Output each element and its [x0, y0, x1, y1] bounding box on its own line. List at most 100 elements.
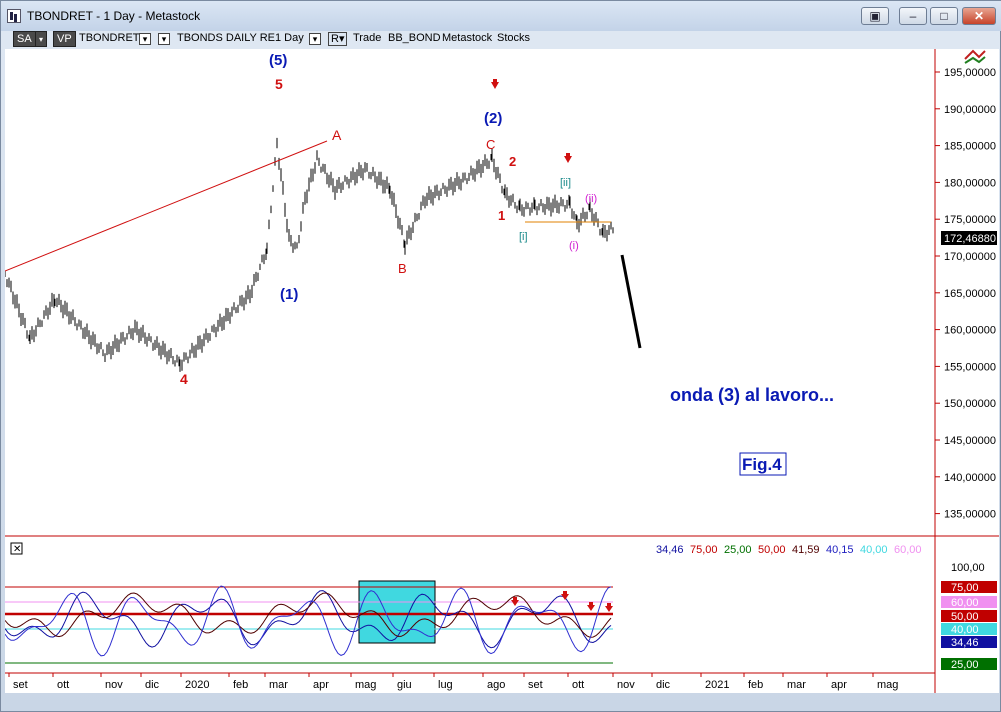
indicator-values: 34,46 75,00 25,00 50,00 41,59 40,15 40,00 60,00	[656, 544, 922, 556]
price-axis-label: 145,00000	[944, 435, 996, 447]
symbol-label[interactable]: TBONDRET	[79, 32, 140, 44]
time-axis-label: mar	[787, 679, 806, 691]
ind-tag-75	[941, 581, 997, 593]
ind-axis-100: 100,00	[951, 562, 985, 574]
price-axis-label: 175,00000	[944, 214, 996, 226]
time-axis: set ott nov dic 2020 feb mar apr mag giu lug ago set…	[8, 673, 898, 691]
time-axis-label: apr	[313, 679, 329, 691]
maximize-button[interactable]: □	[930, 7, 958, 25]
ind-tag-60	[941, 596, 997, 608]
chart-canvas[interactable]: 195,00000190,00000185,00000180,00000175,…	[5, 49, 999, 693]
time-axis-label: 2020	[185, 679, 209, 691]
down-arrow-icon	[587, 602, 595, 611]
ind-axis-60: 60,00	[951, 597, 979, 609]
time-axis-label: mag	[877, 679, 898, 691]
trade-label[interactable]: Trade	[353, 32, 382, 44]
indicator-value: 41,59	[792, 544, 820, 556]
price-axis-label: 150,00000	[944, 398, 996, 410]
time-axis-label: dic	[145, 679, 160, 691]
indicator-value: 50,00	[758, 544, 786, 556]
security-dropdown-icon[interactable]: ▾	[158, 33, 170, 45]
metastock-label[interactable]: Metastock	[442, 32, 493, 44]
time-axis-label: nov	[105, 679, 123, 691]
time-axis-label: 2021	[705, 679, 729, 691]
restore-extra-button[interactable]: ▣	[861, 7, 889, 25]
time-axis-label: set	[13, 679, 28, 691]
trendline-a	[5, 140, 328, 272]
wave-label-c: C	[486, 137, 495, 152]
ind-tag-34	[941, 636, 997, 648]
time-axis-label: lug	[438, 679, 453, 691]
wave-label-i-teal: [i]	[519, 231, 528, 243]
wave-label-ii-pink: (ii)	[585, 193, 597, 205]
wave-label-2-blue: (2)	[484, 110, 502, 127]
symbol-dropdown-icon[interactable]: ▾	[139, 33, 151, 45]
ind-axis-25: 25,00	[951, 659, 979, 671]
chart-app-icon	[7, 9, 21, 23]
indicator-close-box[interactable]	[10, 542, 23, 555]
wave-label-ii-teal: [ii]	[560, 177, 571, 189]
indicator-value: 75,00	[690, 544, 718, 556]
ind-axis-34: 34,46	[951, 637, 979, 649]
wave-label-2-red: 2	[509, 154, 516, 169]
wave-label-1-red: 1	[498, 208, 505, 223]
chart-area[interactable]: 195,00000 190,00000 185,00000 180,00000 175,…	[5, 49, 999, 693]
sa-dropdown-icon[interactable]: ▾	[35, 31, 47, 47]
ind-tag-40	[941, 623, 997, 635]
time-axis-label: ago	[487, 679, 505, 691]
r-button[interactable]: R▾	[328, 32, 348, 46]
expert-label[interactable]: BB_BOND	[388, 32, 441, 44]
minimize-button[interactable]: –	[899, 7, 927, 25]
time-axis-label: dic	[656, 679, 671, 691]
ind-axis-75: 75,00	[951, 582, 979, 594]
time-axis-label: mag	[355, 679, 376, 691]
time-axis-label: apr	[831, 679, 847, 691]
indicator-close-icon[interactable]: ✕	[13, 544, 21, 555]
time-axis-label: mar	[269, 679, 288, 691]
down-arrow-icon	[561, 591, 569, 600]
chart-toolbar: SA ▾ VP TBONDRET ▾ ▾ TBONDS DAILY RE 1 D…	[5, 31, 935, 49]
wave-label-1-blue: (1)	[280, 286, 298, 303]
time-axis-label: feb	[233, 679, 248, 691]
indicator-value: 25,00	[724, 544, 752, 556]
ind-tag-50	[941, 610, 997, 622]
down-arrow-icon	[491, 79, 499, 89]
wave-label-5-red: 5	[275, 76, 283, 92]
stocks-label[interactable]: Stocks	[497, 32, 531, 44]
chart-tools-icon[interactable]	[964, 49, 986, 64]
period-label[interactable]: 1 Day	[275, 32, 304, 44]
security-name-label[interactable]: TBONDS DAILY RE	[177, 32, 276, 44]
price-axis-label: 160,00000	[944, 325, 996, 337]
fig-box	[739, 452, 787, 476]
sa-button[interactable]: SA	[13, 31, 36, 47]
price-axis: 195,00000 190,00000 185,00000 180,00000 175,…	[935, 67, 996, 521]
wave-label-i-pink: (i)	[569, 240, 579, 252]
time-axis-label: ott	[57, 679, 69, 691]
current-price-value: 172,46880	[944, 233, 996, 245]
wave-label-b: B	[398, 261, 407, 276]
down-arrow-icon	[605, 603, 613, 612]
price-axis-label: 195,00000	[944, 67, 996, 79]
price-axis-label: 170,00000	[944, 251, 996, 263]
current-price-tag	[941, 231, 997, 245]
price-axis-label: 135,00000	[944, 509, 996, 521]
price-axis-label: 165,00000	[944, 288, 996, 300]
price-axis-label: 190,00000	[944, 104, 996, 116]
price-axis-label: 180,00000	[944, 177, 996, 189]
indicator-value: 60,00	[894, 544, 922, 556]
indicator-value: 40,00	[860, 544, 888, 556]
price-axis-label: 155,00000	[944, 361, 996, 373]
period-dropdown-icon[interactable]: ▾	[309, 33, 321, 45]
ind-tag-25	[941, 658, 997, 670]
title-bar[interactable]: TBONDRET - 1 Day - Metastock ▣ – □ ✕	[1, 1, 1001, 31]
time-axis-label: giu	[397, 679, 412, 691]
oscillator-lines	[5, 585, 612, 657]
time-axis-label: set	[528, 679, 543, 691]
fig-label: Fig.4	[742, 455, 782, 474]
vp-button[interactable]: VP	[53, 31, 76, 47]
price-bars	[5, 137, 614, 372]
close-button[interactable]: ✕	[962, 7, 996, 25]
indicator-value: 40,15	[826, 544, 854, 556]
ind-axis-50: 50,00	[951, 611, 979, 623]
